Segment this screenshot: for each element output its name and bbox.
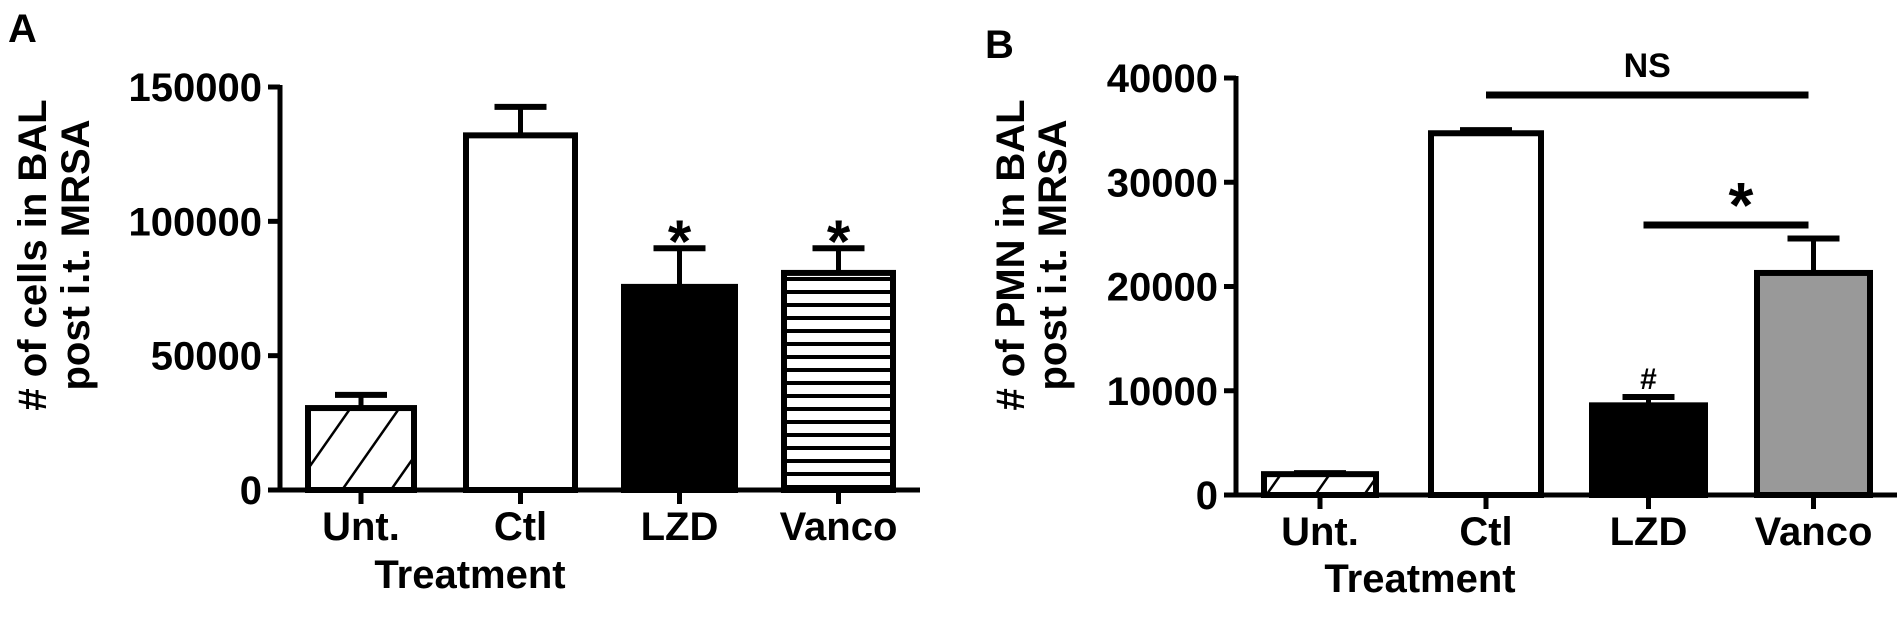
y-axis-label: # of cells in BAL [11, 99, 55, 410]
bar-unt [1261, 471, 1379, 498]
x-tick-label: Unt. [322, 505, 400, 549]
x-tick-label: Ctl [494, 505, 547, 549]
y-tick-label: 40000 [1107, 57, 1218, 101]
panel-label: A [8, 7, 37, 51]
bar-lzd [1589, 402, 1708, 498]
x-tick-label: Unt. [1281, 510, 1359, 554]
x-tick-label: Vanco [1755, 510, 1873, 554]
comparison-label: * [1729, 169, 1754, 241]
y-tick-label: 10000 [1107, 370, 1218, 414]
x-axis-label: Treatment [374, 553, 565, 597]
bar-vanco [1754, 269, 1873, 499]
y-tick-label: 0 [1196, 474, 1218, 518]
y-tick-label: 30000 [1107, 161, 1218, 205]
y-tick-label: 150000 [129, 66, 262, 110]
y-axis-label: # of PMN in BAL [989, 99, 1033, 410]
y-axis-label: post i.t. MRSA [1031, 119, 1075, 390]
x-tick-label: Vanco [780, 505, 898, 549]
y-axis-label: post i.t. MRSA [54, 119, 98, 390]
panel-a: A # of cells in BAL post i.t. MRSA 0 50000 10… [8, 7, 920, 597]
x-tick-label: LZD [641, 505, 719, 549]
panel-label: B [985, 23, 1014, 67]
bar-vanco [781, 269, 896, 493]
x-tick-label: Ctl [1459, 510, 1512, 554]
bar-unt [305, 405, 417, 494]
significance-marker: * [668, 208, 692, 275]
bar-ctl [463, 132, 578, 494]
x-tick-label: LZD [1610, 510, 1688, 554]
y-tick-label: 20000 [1107, 266, 1218, 310]
significance-marker: * [827, 208, 851, 275]
y-tick-label: 0 [240, 469, 262, 513]
bar-ctl [1428, 130, 1544, 498]
y-tick-label: 50000 [151, 335, 262, 379]
significance-marker: # [1640, 363, 1657, 396]
x-axis-label: Treatment [1324, 557, 1515, 601]
comparison-label: NS [1624, 47, 1671, 85]
y-tick-label: 100000 [129, 200, 262, 244]
bar-lzd [621, 283, 738, 493]
